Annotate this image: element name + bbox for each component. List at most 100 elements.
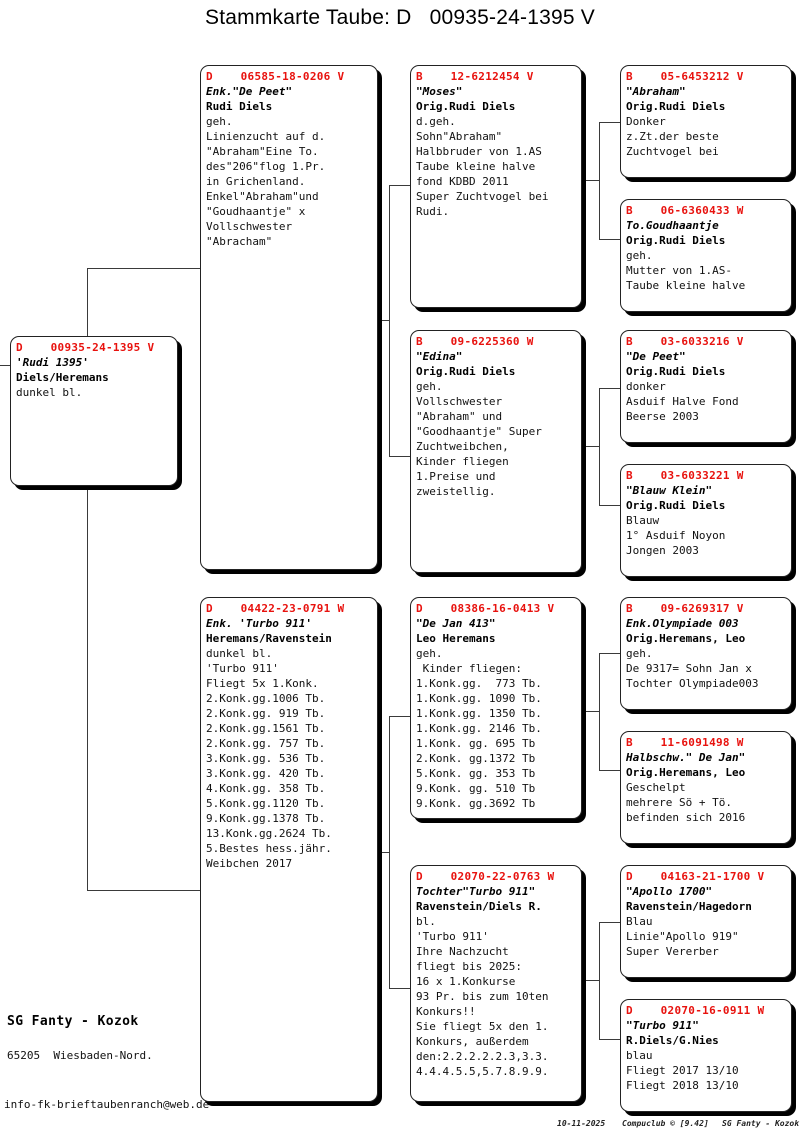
- detail-line: Vollschwester: [416, 395, 503, 408]
- detail-line: Fliegt 2018 13/10: [626, 1079, 739, 1092]
- detail-line: Konkurs!!: [416, 1005, 476, 1018]
- detail-line: zweistellig.: [416, 485, 496, 498]
- detail-line: geh.: [206, 115, 233, 128]
- detail-line: Zuchtweibchen,: [416, 440, 509, 453]
- detail-line: 2.Konk.gg.1561 Tb.: [206, 722, 326, 735]
- detail-line: "Goodhaantje" Super: [416, 425, 542, 438]
- pedigree-card-sire-dam[interactable]: B 09-6225360 W "Edina" Orig.Rudi Diels g…: [410, 330, 582, 573]
- detail-line: Donker: [626, 115, 666, 128]
- pedigree-card-ss-dam[interactable]: B 06-6360433 W To.Goudhaantje Orig.Rudi …: [620, 199, 792, 312]
- detail-line: 9.Konk. gg. 510 Tb: [416, 782, 536, 795]
- detail-line: Jongen 2003: [626, 544, 699, 557]
- detail-line: befinden sich 2016: [626, 811, 746, 824]
- detail-line: dunkel bl.: [16, 386, 83, 399]
- pigeon-name: "Blauw Klein": [626, 484, 713, 497]
- detail-line: mehrere Sö + Tö.: [626, 796, 732, 809]
- pedigree-card-sd-dam[interactable]: B 03-6033221 W "Blauw Klein" Orig.Rudi D…: [620, 464, 792, 577]
- detail-line: geh.: [416, 647, 443, 660]
- pedigree-card-subject[interactable]: D 00935-24-1395 V 'Rudi 1395' Diels/Here…: [10, 336, 178, 486]
- detail-line: geh.: [626, 249, 653, 262]
- connector-dam-gen2-bottom: [389, 988, 413, 989]
- pigeon-name: "Edina": [416, 350, 463, 363]
- detail-line: Fliegt 2017 13/10: [626, 1064, 739, 1077]
- owner-name: Orig.Rudi Diels: [626, 234, 726, 247]
- detail-line: 2.Konk.gg. 757 Tb.: [206, 737, 326, 750]
- connector-sd-gen3-bottom: [599, 505, 623, 506]
- connector-ss-stem: [576, 180, 600, 181]
- ring-number: B 09-6225360 W: [416, 335, 534, 348]
- connector-subject-stem: [0, 365, 12, 366]
- detail-line: in Grichenland.: [206, 175, 306, 188]
- pedigree-card-ds-dam[interactable]: B 11-6091498 W Halbschw." De Jan" Orig.H…: [620, 731, 792, 844]
- connector-subject-gen1-top: [87, 268, 203, 269]
- page-title: Stammkarte Taube: D 00935-24-1395 V: [205, 6, 595, 29]
- pedigree-card-dd-dam[interactable]: D 02070-16-0911 W "Turbo 911" R.Diels/G.…: [620, 999, 792, 1112]
- detail-line: Sie fliegt 5x den 1.: [416, 1020, 549, 1033]
- pedigree-card-sire[interactable]: D 06585-18-0206 V Enk."De Peet" Rudi Die…: [200, 65, 378, 570]
- detail-line: dunkel bl.: [206, 647, 273, 660]
- connector-ds-stem: [576, 711, 600, 712]
- pedigree-card-ss-sire[interactable]: B 05-6453212 V "Abraham" Orig.Rudi Diels…: [620, 65, 792, 178]
- detail-line: Asduif Halve Fond: [626, 395, 739, 408]
- detail-line: 2.Konk.gg.1006 Tb.: [206, 692, 326, 705]
- ring-number: D 04422-23-0791 W: [206, 602, 345, 615]
- detail-line: Halbbruder von 1.AS: [416, 145, 542, 158]
- pigeon-name: "Apollo 1700": [626, 885, 713, 898]
- detail-line: Rudi.: [416, 205, 450, 218]
- ring-number: D 04163-21-1700 V: [626, 870, 765, 883]
- detail-line: 'Turbo 911': [416, 930, 489, 943]
- ring-number: B 03-6033221 W: [626, 469, 744, 482]
- ring-number: B 11-6091498 W: [626, 736, 744, 749]
- ring-number: D 00935-24-1395 V: [16, 341, 155, 354]
- detail-line: 4.4.4.5.5,5.7.8.9.9.: [416, 1065, 549, 1078]
- detail-line: fliegt bis 2025:: [416, 960, 522, 973]
- owner-name: Leo Heremans: [416, 632, 496, 645]
- detail-line: 1.Preise und: [416, 470, 496, 483]
- detail-line: bl.: [416, 915, 436, 928]
- detail-line: 1° Asduif Noyon: [626, 529, 726, 542]
- owner-name: Orig.Rudi Diels: [416, 365, 516, 378]
- detail-line: Konkurs, außerdem: [416, 1035, 529, 1048]
- owner-name: Orig.Rudi Diels: [626, 499, 726, 512]
- detail-line: 1.Konk.gg. 1350 Tb.: [416, 707, 542, 720]
- pigeon-name: "De Peet": [626, 350, 686, 363]
- owner-name: Ravenstein/Diels R.: [416, 900, 542, 913]
- detail-line: 3.Konk.gg. 420 Tb.: [206, 767, 326, 780]
- pedigree-card-dam-sire[interactable]: D 08386-16-0413 V "De Jan 413" Leo Herem…: [410, 597, 582, 819]
- pedigree-card-dam-dam[interactable]: D 02070-22-0763 W Tochter"Turbo 911" Rav…: [410, 865, 582, 1102]
- detail-line: Linienzucht auf d.: [206, 130, 326, 143]
- pedigree-card-sd-sire[interactable]: B 03-6033216 V "De Peet" Orig.Rudi Diels…: [620, 330, 792, 443]
- detail-line: 'Turbo 911': [206, 662, 279, 675]
- pedigree-card-dd-sire[interactable]: D 04163-21-1700 V "Apollo 1700" Ravenste…: [620, 865, 792, 978]
- owner-name: Orig.Heremans, Leo: [626, 766, 746, 779]
- detail-line: Taube kleine halve: [416, 160, 536, 173]
- detail-line: Super Zuchtvogel bei: [416, 190, 549, 203]
- detail-line: den:2.2.2.2.2.3,3.3.: [416, 1050, 549, 1063]
- detail-line: 3.Konk.gg. 536 Tb.: [206, 752, 326, 765]
- pigeon-name: "Moses": [416, 85, 463, 98]
- pedigree-card-ds-sire[interactable]: B 09-6269317 V Enk.Olympiade 003 Orig.He…: [620, 597, 792, 710]
- pedigree-card-sire-sire[interactable]: B 12-6212454 V "Moses" Orig.Rudi Diels d…: [410, 65, 582, 308]
- ring-number: B 12-6212454 V: [416, 70, 534, 83]
- footer-date: 10-11-2025: [557, 1119, 606, 1128]
- detail-line: Linie"Apollo 919": [626, 930, 739, 943]
- owner-name: Rudi Diels: [206, 100, 273, 113]
- detail-line: 13.Konk.gg.2624 Tb.: [206, 827, 332, 840]
- detail-line: Super Vererber: [626, 945, 719, 958]
- detail-line: Tochter Olympiade003: [626, 677, 759, 690]
- detail-line: 1.Konk.gg. 1090 Tb.: [416, 692, 542, 705]
- ring-number: D 02070-16-0911 W: [626, 1004, 765, 1017]
- breeder-email: info-fk-brieftaubenranch@web.de: [4, 1098, 210, 1111]
- detail-line: Vollschwester: [206, 220, 293, 233]
- detail-line: Weibchen 2017: [206, 857, 293, 870]
- detail-line: "Goudhaantje" x: [206, 205, 306, 218]
- connector-sire-gen2-top: [389, 185, 413, 186]
- detail-line: Beerse 2003: [626, 410, 699, 423]
- ring-number: B 06-6360433 W: [626, 204, 744, 217]
- connector-ss-gen3-top: [599, 122, 623, 123]
- pedigree-card-dam[interactable]: D 04422-23-0791 W Enk. 'Turbo 911' Herem…: [200, 597, 378, 1102]
- connector-dd-gen3-bottom: [599, 1039, 623, 1040]
- detail-line: 4.Konk.gg. 358 Tb.: [206, 782, 326, 795]
- owner-name: Orig.Heremans, Leo: [626, 632, 746, 645]
